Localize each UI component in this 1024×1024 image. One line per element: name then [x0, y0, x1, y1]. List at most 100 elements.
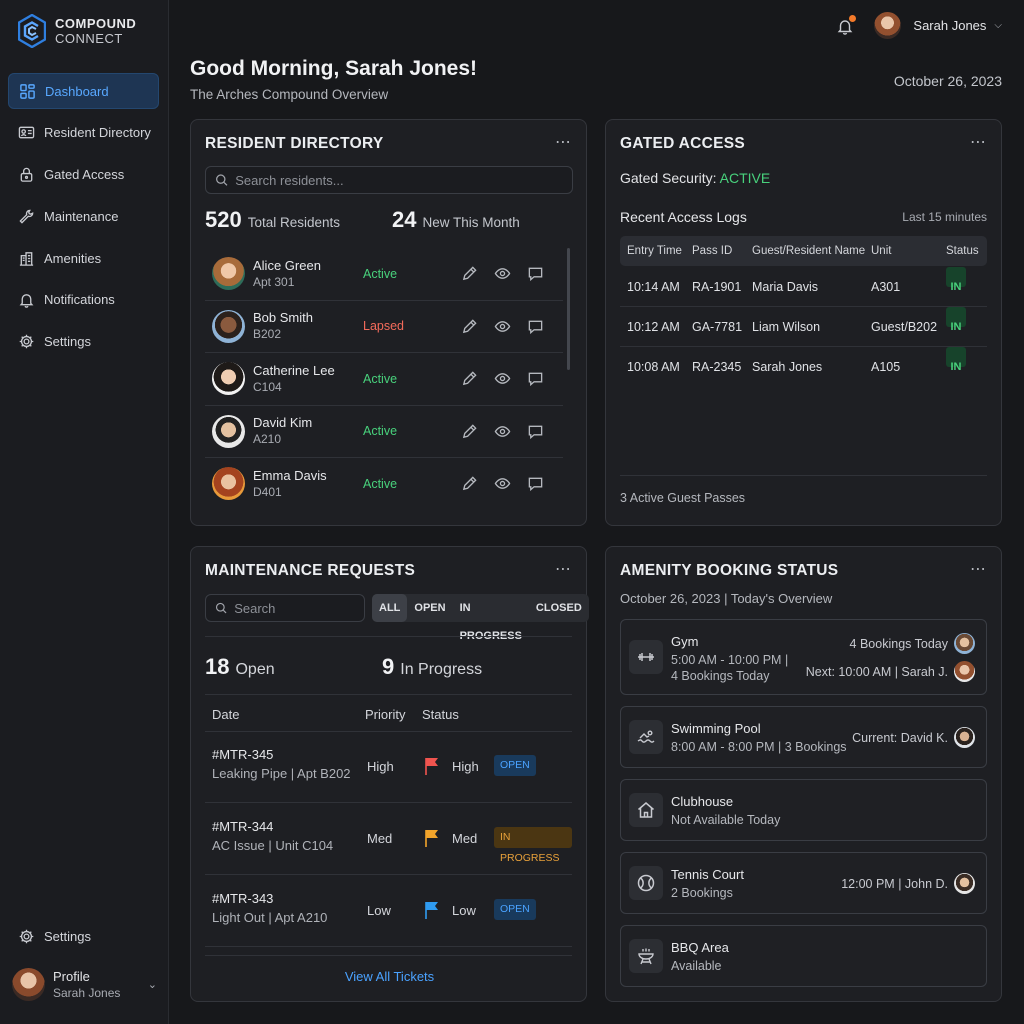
- edit-icon[interactable]: [461, 265, 478, 282]
- edit-icon[interactable]: [461, 318, 478, 335]
- sidebar-bottom-settings-label: Settings: [44, 929, 91, 944]
- resident-search[interactable]: [205, 166, 573, 194]
- sidebar-item-label: Dashboard: [45, 83, 109, 99]
- view-all-tickets-link[interactable]: View All Tickets: [344, 969, 435, 984]
- amenity-next-booking: 12:00 PM | John D.: [841, 876, 948, 891]
- list-item[interactable]: Emma Davis D401 Active: [205, 458, 563, 510]
- amenity-subtitle: October 26, 2023 | Today's Overview: [620, 591, 833, 606]
- guest-name: Sarah Jones: [752, 360, 823, 374]
- maintenance-search[interactable]: [205, 594, 365, 622]
- list-item[interactable]: Catherine Lee C104 Active: [205, 353, 563, 406]
- amenity-hours: 5:00 AM - 10:00 PM |: [671, 653, 789, 667]
- edit-icon[interactable]: [461, 423, 478, 440]
- avatar: [954, 633, 975, 654]
- gear-icon: [19, 929, 34, 944]
- resident-directory-card: RESIDENT DIRECTORY ⋯ 520 Total Residents…: [190, 119, 587, 526]
- search-input[interactable]: [235, 172, 572, 188]
- list-item[interactable]: David Kim A210 Active: [205, 406, 563, 458]
- profile-menu[interactable]: Profile Sarah Jones ⌄: [12, 968, 157, 1001]
- pass-id: GA-7781: [692, 320, 743, 334]
- dumbbell-icon: [638, 653, 654, 661]
- avatar: [12, 968, 45, 1001]
- table-row[interactable]: #MTR-344 AC Issue | Unit C104 Med Med IN…: [205, 803, 572, 875]
- chevron-down-icon[interactable]: ⌵: [994, 20, 1002, 31]
- flag-icon: [425, 758, 438, 775]
- list-item[interactable]: Bob Smith B202 Lapsed: [205, 301, 563, 353]
- eye-icon[interactable]: [494, 265, 511, 282]
- list-item[interactable]: Alice Green Apt 301 Active: [205, 248, 563, 301]
- unit: A105: [871, 360, 901, 374]
- sidebar-bottom-settings[interactable]: Settings: [18, 928, 91, 945]
- sidebar-item-label: Resident Directory: [44, 125, 151, 141]
- table-row[interactable]: 10:14 AM RA-1901 Maria Davis A301 IN: [620, 267, 987, 307]
- brand-logo[interactable]: COMPOUND CONNECT: [18, 14, 136, 48]
- unit: A301: [871, 280, 901, 294]
- column-header: Entry Time: [627, 245, 682, 257]
- avatar[interactable]: [874, 12, 902, 39]
- filter-all[interactable]: ALL: [372, 594, 408, 622]
- message-icon[interactable]: [527, 370, 544, 387]
- edit-icon[interactable]: [461, 475, 478, 492]
- new-residents-label: New This Month: [422, 215, 520, 230]
- user-name[interactable]: Sarah Jones: [913, 18, 987, 33]
- edit-icon[interactable]: [461, 370, 478, 387]
- sidebar-item-resident-directory[interactable]: Resident Directory: [8, 115, 159, 151]
- filter-open[interactable]: OPEN: [414, 602, 446, 614]
- grill-icon: [638, 948, 654, 965]
- resident-unit: Apt 301: [253, 274, 295, 289]
- avatar: [212, 309, 245, 343]
- more-options-icon[interactable]: ⋯: [555, 134, 572, 151]
- more-options-icon[interactable]: ⋯: [970, 561, 987, 578]
- divider: [620, 475, 987, 476]
- sidebar-item-settings[interactable]: Settings: [8, 324, 159, 360]
- status-badge: Active: [363, 266, 398, 281]
- table-row[interactable]: 10:12 AM GA-7781 Liam Wilson Guest/B202 …: [620, 307, 987, 347]
- table-row[interactable]: 10:08 AM RA-2345 Sarah Jones A105 IN: [620, 347, 987, 387]
- filter-in-progress[interactable]: IN PROGRESS: [459, 602, 522, 642]
- amenity-availability: Not Available Today: [671, 813, 781, 827]
- search-input[interactable]: [234, 600, 364, 616]
- ticket-desc: Leaking Pipe | Apt B202: [212, 766, 351, 781]
- amenity-item-tennis[interactable]: Tennis Court 2 Bookings 12:00 PM | John …: [620, 852, 987, 914]
- amenity-item-bbq[interactable]: BBQ Area Available: [620, 925, 987, 987]
- status-badge: OPEN: [494, 755, 536, 776]
- sidebar-nav: Dashboard Resident Directory Gated Acces…: [8, 73, 159, 366]
- more-options-icon[interactable]: ⋯: [555, 561, 572, 578]
- resident-unit: C104: [253, 379, 282, 394]
- sidebar-item-maintenance[interactable]: Maintenance: [8, 198, 159, 234]
- amenity-current-user: Current: David K.: [852, 730, 948, 745]
- sidebar-item-dashboard[interactable]: Dashboard: [8, 73, 159, 109]
- ticket-priority: Low: [367, 903, 391, 918]
- avatar: [954, 873, 975, 894]
- amenity-item-pool[interactable]: Swimming Pool 8:00 AM - 8:00 PM | 3 Book…: [620, 706, 987, 768]
- filter-closed[interactable]: CLOSED: [535, 602, 582, 614]
- topbar-user-area: Sarah Jones ⌵: [836, 12, 1002, 39]
- ticket-priority: High: [367, 759, 394, 774]
- table-row[interactable]: #MTR-345 Leaking Pipe | Apt B202 High Hi…: [205, 731, 572, 803]
- message-icon[interactable]: [527, 318, 544, 335]
- logs-title: Recent Access Logs: [620, 209, 747, 225]
- sidebar-item-amenities[interactable]: Amenities: [8, 240, 159, 276]
- message-icon[interactable]: [527, 265, 544, 282]
- message-icon[interactable]: [527, 475, 544, 492]
- sidebar-item-gated-access[interactable]: Gated Access: [8, 157, 159, 193]
- sidebar-item-label: Amenities: [44, 250, 102, 266]
- bell-icon: [838, 19, 853, 35]
- eye-icon[interactable]: [494, 370, 511, 387]
- more-options-icon[interactable]: ⋯: [970, 134, 987, 151]
- building-icon: [19, 251, 34, 266]
- eye-icon[interactable]: [494, 423, 511, 440]
- flag-icon: [425, 830, 438, 847]
- message-icon[interactable]: [527, 423, 544, 440]
- table-row[interactable]: #MTR-343 Light Out | Apt A210 Low Low OP…: [205, 875, 572, 947]
- eye-icon[interactable]: [494, 318, 511, 335]
- amenity-item-clubhouse[interactable]: Clubhouse Not Available Today: [620, 779, 987, 841]
- avatar: [212, 362, 245, 396]
- gear-icon: [19, 334, 34, 349]
- scrollbar[interactable]: [567, 248, 570, 370]
- sidebar-item-notifications[interactable]: Notifications: [8, 282, 159, 318]
- eye-icon[interactable]: [494, 475, 511, 492]
- amenity-item-gym[interactable]: Gym 5:00 AM - 10:00 PM | 4 Bookings Toda…: [620, 619, 987, 695]
- notification-bell[interactable]: [836, 14, 857, 35]
- card-title: MAINTENANCE REQUESTS: [205, 562, 416, 579]
